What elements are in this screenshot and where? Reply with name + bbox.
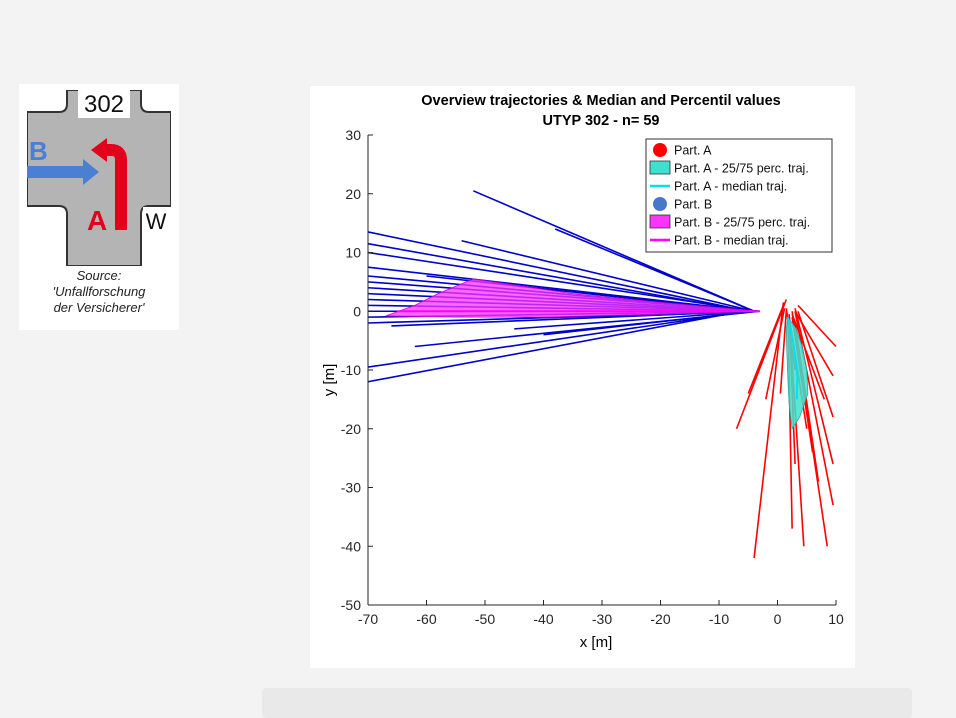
x-tick-label: 10 bbox=[828, 611, 844, 627]
part-b-trajectory bbox=[514, 310, 755, 330]
intersection-diagram-card: 302 B A W Source: 'Unfallforschung der V… bbox=[19, 84, 179, 330]
part-a-trajectory bbox=[794, 308, 834, 465]
legend-label: Part. B - median traj. bbox=[674, 234, 789, 248]
participant-a-arrow-shaft bbox=[105, 144, 127, 230]
part-a-trajectory bbox=[765, 308, 786, 400]
source-line: Source: bbox=[76, 268, 122, 283]
source-caption: Source: 'Unfallforschung der Versicherer… bbox=[19, 268, 179, 316]
x-tick-label: -50 bbox=[475, 611, 495, 627]
part-a-trajectory bbox=[779, 311, 788, 394]
y-tick-label: 30 bbox=[345, 127, 361, 143]
urban-type-number: 302 bbox=[84, 91, 124, 118]
part-a-trajectory bbox=[797, 310, 834, 418]
chart-subtitle: UTYP 302 - n= 59 bbox=[543, 113, 660, 129]
source-line: der Versicherer' bbox=[53, 300, 145, 315]
y-axis-label: y [m] bbox=[321, 364, 338, 397]
x-tick-label: -40 bbox=[533, 611, 553, 627]
participant-a-arrow-head bbox=[91, 138, 107, 162]
y-tick-label: -10 bbox=[341, 362, 361, 378]
x-tick-label: -10 bbox=[709, 611, 729, 627]
part-b-trajectory bbox=[367, 251, 755, 313]
part-a-trajectory bbox=[797, 304, 837, 348]
part-b-trajectory bbox=[367, 310, 743, 383]
legend-label: Part. A - 25/75 perc. traj. bbox=[674, 162, 809, 176]
part-b-percentile-band bbox=[385, 278, 760, 318]
number-plate bbox=[78, 90, 130, 118]
x-tick-label: -70 bbox=[358, 611, 378, 627]
legend-marker bbox=[653, 143, 667, 157]
legend-box bbox=[645, 138, 833, 253]
y-tick-label: -30 bbox=[341, 480, 361, 496]
x-tick-label: -60 bbox=[416, 611, 436, 627]
legend-patch bbox=[649, 214, 671, 229]
x-tick-label: -30 bbox=[592, 611, 612, 627]
source-line: 'Unfallforschung bbox=[52, 284, 146, 299]
part-a-trajectories bbox=[735, 299, 837, 559]
participant-a-label: A bbox=[87, 205, 107, 236]
part-b-trajectory bbox=[367, 231, 749, 313]
part-b-trajectory bbox=[461, 239, 755, 313]
participant-b-arrow-head bbox=[83, 159, 99, 185]
y-tick-label: -50 bbox=[341, 597, 361, 613]
legend: Part. A Part. A - 25/75 perc. traj. Part. … bbox=[645, 138, 833, 253]
y-tick-label: 10 bbox=[345, 245, 361, 261]
participant-b-arrow-shaft bbox=[27, 166, 83, 178]
part-b-trajectory bbox=[391, 310, 755, 327]
part-b-trajectory bbox=[554, 228, 755, 312]
road-shape bbox=[27, 90, 171, 266]
x-tick-label: 0 bbox=[774, 611, 782, 627]
legend-label: Part. A bbox=[674, 144, 712, 158]
part-a-trajectory bbox=[791, 313, 826, 400]
part-b-trajectory bbox=[543, 310, 755, 336]
x-axis-label: x [m] bbox=[580, 634, 613, 651]
y-tick-label: 20 bbox=[345, 186, 361, 202]
legend-marker bbox=[653, 197, 667, 211]
part-a-trajectory bbox=[747, 305, 785, 394]
bottom-shadow bbox=[262, 688, 912, 718]
part-a-trajectory bbox=[753, 302, 785, 559]
participant-b-label: B bbox=[29, 136, 48, 166]
legend-label: Part. B - 25/75 perc. traj. bbox=[674, 216, 810, 230]
part-b-trajectory bbox=[367, 310, 749, 368]
chart-card: Overview trajectories & Median and Perce… bbox=[310, 86, 855, 668]
part-a-trajectory bbox=[735, 299, 788, 430]
legend-label: Part. A - median traj. bbox=[674, 180, 787, 194]
trajectory-chart: Overview trajectories & Median and Perce… bbox=[321, 93, 844, 651]
y-tick-label: 0 bbox=[353, 303, 361, 319]
legend-label: Part. B bbox=[674, 198, 712, 212]
legend-patch bbox=[649, 160, 671, 175]
part-a-median-trajectory bbox=[786, 316, 799, 400]
y-tick-label: -20 bbox=[341, 421, 361, 437]
part-b-trajectory bbox=[367, 266, 755, 313]
w-plate bbox=[143, 207, 169, 233]
y-tick-label: -40 bbox=[341, 538, 361, 554]
w-label: W bbox=[146, 209, 167, 234]
chart-title: Overview trajectories & Median and Perce… bbox=[421, 93, 780, 109]
x-tick-label: -20 bbox=[650, 611, 670, 627]
intersection-diagram: 302 B A W bbox=[27, 90, 171, 266]
